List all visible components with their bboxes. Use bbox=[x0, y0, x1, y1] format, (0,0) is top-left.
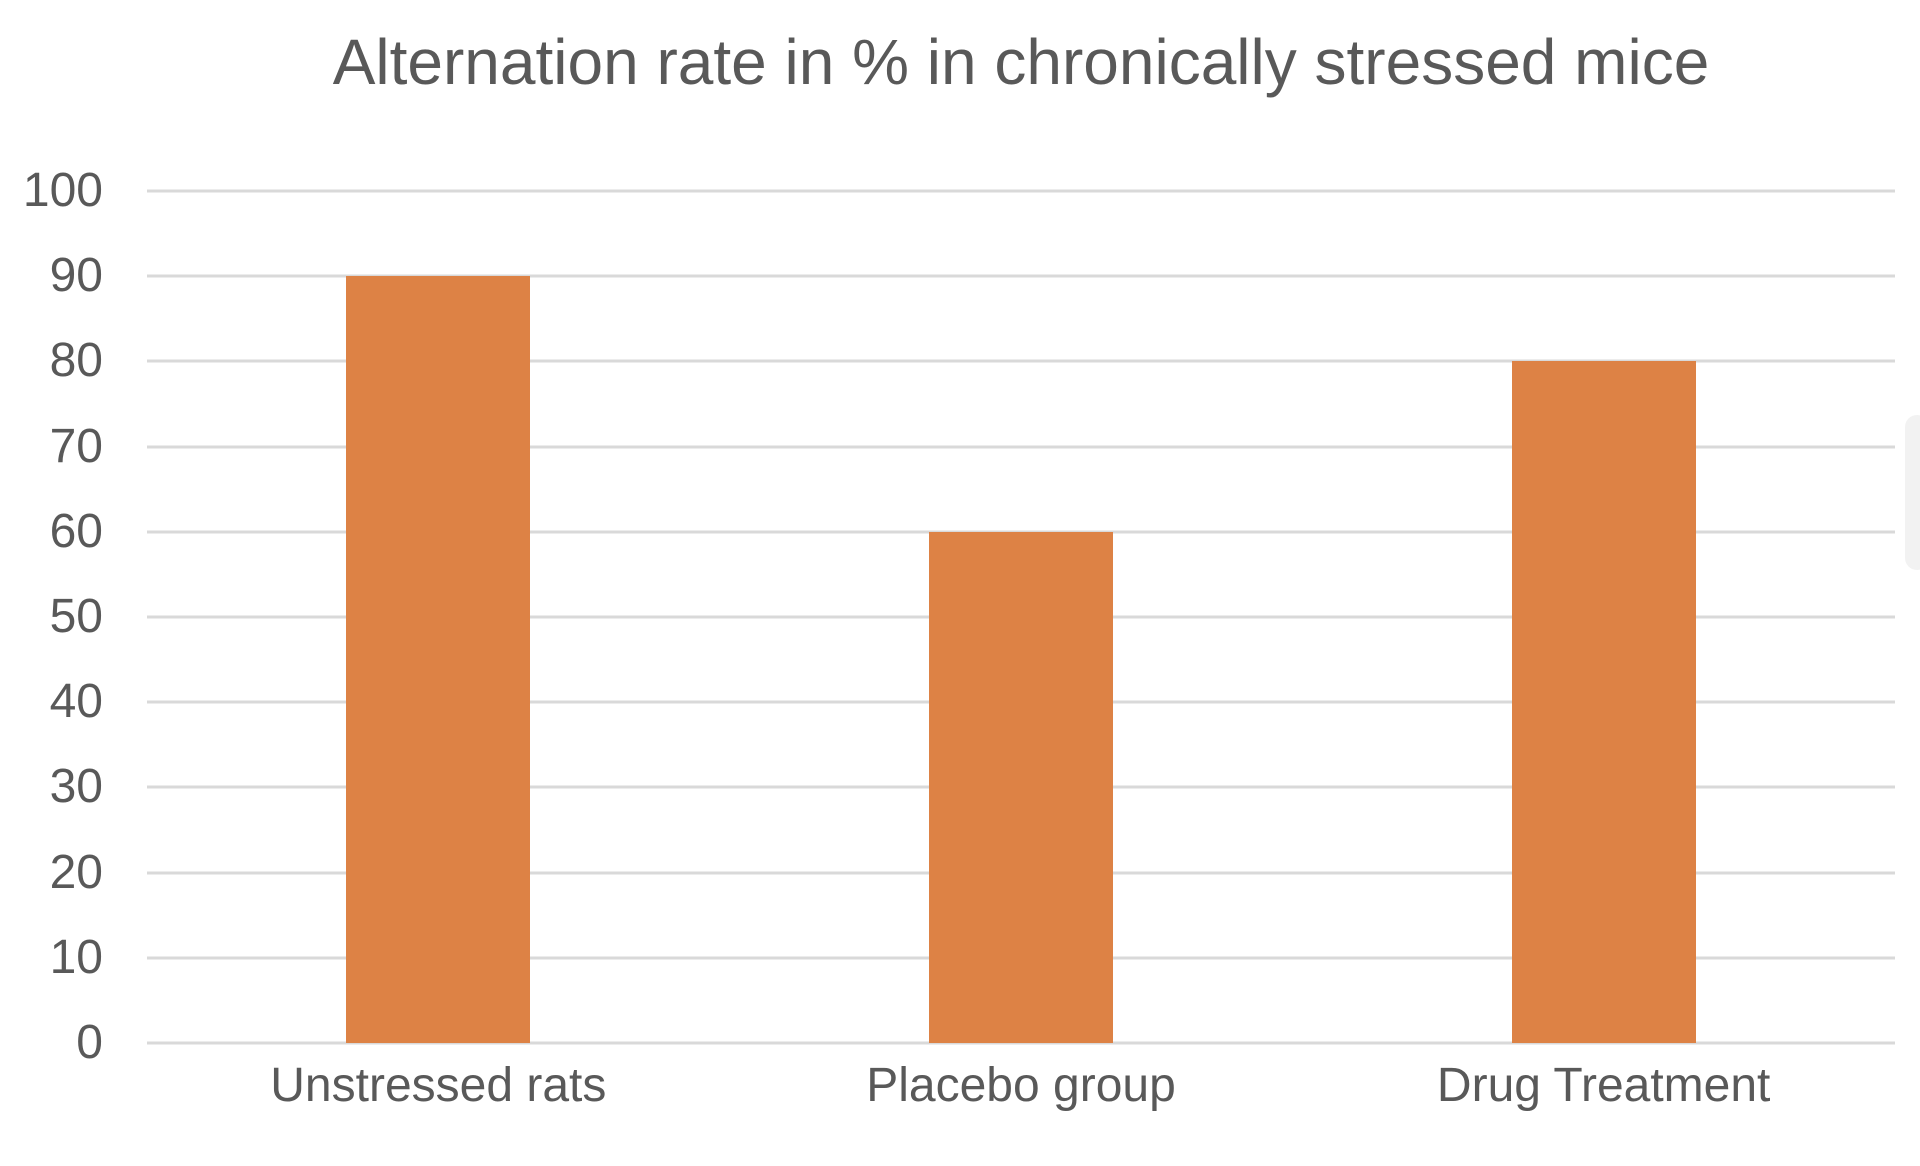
y-tick-label-50: 50 bbox=[49, 590, 103, 643]
gridline-70 bbox=[147, 445, 1895, 449]
y-tick-label-100: 100 bbox=[22, 164, 103, 217]
bar-drug-treatment bbox=[1511, 361, 1696, 1043]
gridline-80 bbox=[147, 359, 1895, 363]
x-category-label-placebo-group: Placebo group bbox=[866, 1059, 1176, 1112]
gridline-90 bbox=[147, 274, 1895, 278]
gridline-100 bbox=[147, 189, 1895, 193]
y-tick-label-60: 60 bbox=[49, 504, 103, 558]
x-category-label-unstressed-rats: Unstressed rats bbox=[270, 1059, 607, 1112]
y-tick-label-10: 10 bbox=[49, 930, 103, 984]
y-tick-label-90: 90 bbox=[49, 249, 103, 303]
y-tick-label-40: 40 bbox=[49, 675, 103, 729]
gridline-0 bbox=[147, 1041, 1895, 1045]
y-tick-label-20: 20 bbox=[49, 845, 103, 899]
x-category-label-drug-treatment: Drug Treatment bbox=[1436, 1059, 1771, 1112]
y-tick-label-80: 80 bbox=[49, 334, 103, 388]
bar-unstressed-rats bbox=[346, 276, 531, 1043]
scrollbar-thumb[interactable] bbox=[1905, 415, 1920, 570]
y-tick-label-30: 30 bbox=[49, 760, 103, 814]
y-tick-label-0: 0 bbox=[76, 1016, 103, 1069]
y-axis: 0 10 20 30 40 50 60 70 80 90 100 bbox=[0, 167, 103, 1067]
x-axis: Unstressed rats Placebo group Drug Treatme… bbox=[147, 1062, 1895, 1132]
bar-placebo-group bbox=[929, 531, 1113, 1043]
plot-area bbox=[147, 189, 1895, 1045]
y-tick-label-70: 70 bbox=[49, 419, 103, 473]
chart-title: Alternation rate in % in chronically str… bbox=[332, 26, 1710, 98]
